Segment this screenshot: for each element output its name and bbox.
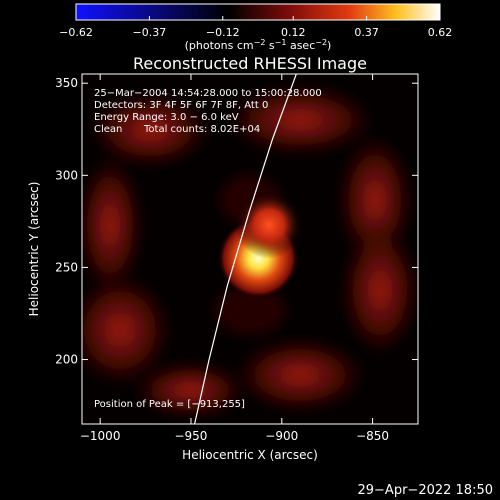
source-layer [217,191,303,299]
solar-limb-line [194,74,297,424]
colorbar-tick-label: −0.12 [206,26,240,39]
y-tick-label: 200 [55,353,78,367]
colorbar-tick-label: 0.12 [281,26,306,39]
chart-title: Reconstructed RHESSI Image [133,54,367,73]
ring-emission [82,82,418,420]
colorbar-ticks: −0.62 −0.37 −0.12 0.12 0.37 0.62 [59,16,452,39]
total-counts-text: Total counts: 8.02E+04 [143,124,260,135]
x-tick-label: −1000 [80,429,121,443]
x-axis-label: Heliocentric X (arcsec) [182,448,318,462]
energy-range-text: Energy Range: 3.0 − 6.0 keV [94,112,239,123]
x-tick-label: −850 [356,429,389,443]
method-text: Clean [94,124,122,135]
colorbar-tick-label: 0.37 [354,26,379,39]
colorbar-unit: (photons cm−2 s−1 asec−2) [185,38,332,52]
time-range-text: 25−Mar−2004 14:54:28.000 to 15:00:28.000 [94,88,322,99]
y-axis-label: Heliocentric Y (arcsec) [27,182,41,317]
colorbar-tick-label: −0.37 [133,26,167,39]
colorbar-tick-label: −0.62 [59,26,93,39]
y-tick-label: 250 [55,260,78,274]
annotation-block: 25−Mar−2004 14:54:28.000 to 15:00:28.000… [94,88,322,410]
peak-position-text: Position of Peak = [−913,255] [94,399,245,410]
y-tick-label: 350 [55,76,78,90]
x-tick-label: −950 [174,429,207,443]
emission-source [235,191,303,259]
y-tick-label: 300 [55,168,78,182]
x-ticks: −1000 −950 −900 −850 [80,74,389,443]
timestamp: 29−Apr−2022 18:50 [358,483,494,498]
colorbar [75,3,441,21]
colorbar-tick-label: 0.62 [428,26,453,39]
y-ticks: 200 250 300 350 [55,76,418,367]
heatmap-image [82,74,418,424]
detectors-text: Detectors: 3F 4F 5F 6F 7F 8F, Att 0 [94,100,268,111]
plot-frame [81,73,419,425]
x-tick-label: −900 [265,429,298,443]
